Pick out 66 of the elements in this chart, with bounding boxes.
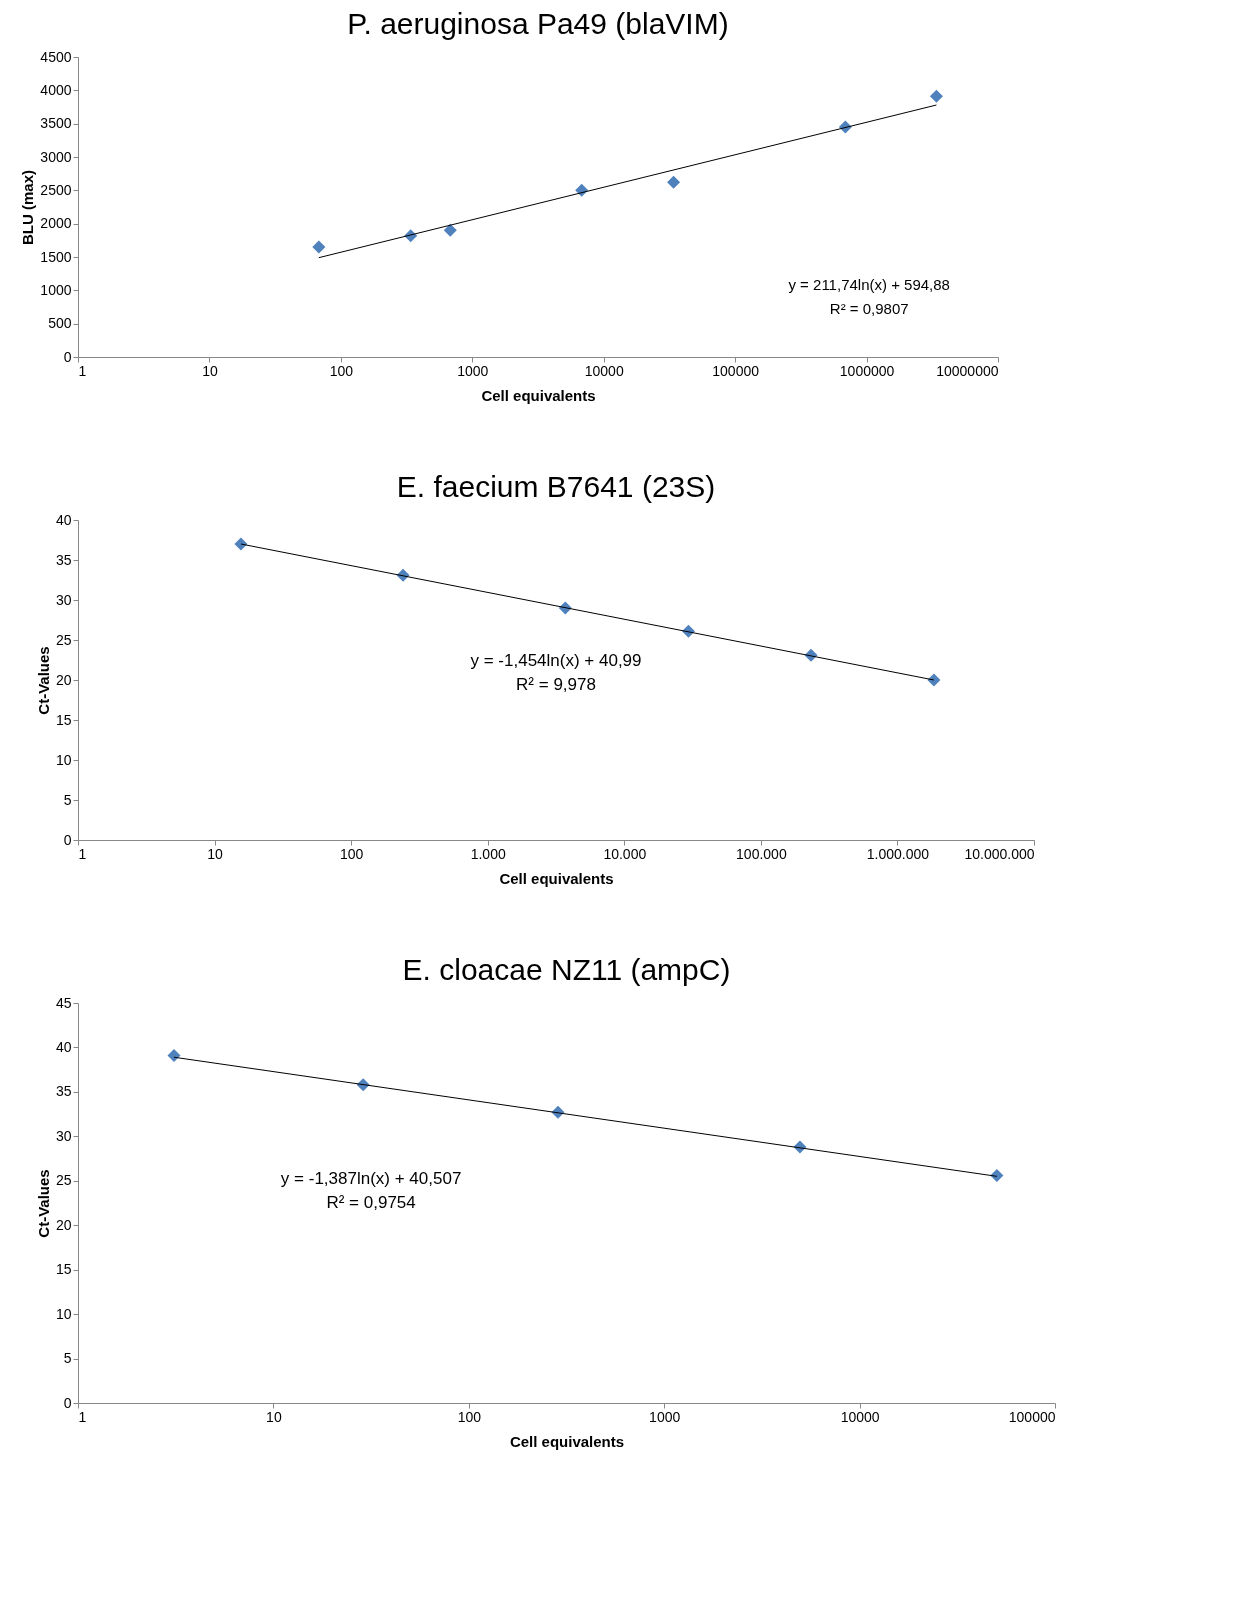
annotation: R² = 0,9754 <box>326 1193 416 1212</box>
x-axis-title: Cell equivalents <box>481 386 596 404</box>
chart-title: E. cloacae NZ11 (ampC) <box>402 953 731 986</box>
annotation: R² = 0,9807 <box>829 300 909 317</box>
y-tick-label: 500 <box>48 315 72 332</box>
x-tick-label: 1000 <box>457 362 489 379</box>
y-tick-label: 35 <box>55 551 72 568</box>
x-tick-label: 100 <box>339 845 364 862</box>
chart-title: P. aeruginosa Pa49 (blaVIM) <box>347 7 729 40</box>
y-tick-label: 0 <box>63 831 72 848</box>
x-tick-label: 1 <box>78 845 87 862</box>
y-tick-label: 2500 <box>40 181 72 198</box>
x-tick-label: 10 <box>207 845 224 862</box>
x-tick-label: 1 <box>78 362 87 379</box>
y-tick-label: 35 <box>55 1083 72 1100</box>
y-tick-label: 3000 <box>40 148 72 165</box>
y-tick-label: 25 <box>55 631 72 648</box>
x-tick-label: 100 <box>457 1408 482 1425</box>
x-tick-label: 1000000 <box>839 362 895 379</box>
y-tick-label: 20 <box>55 1216 72 1233</box>
y-axis-title: BLU (max) <box>19 169 37 246</box>
y-tick-label: 15 <box>55 711 72 728</box>
x-tick-label: 10000 <box>840 1408 880 1425</box>
y-tick-label: 4500 <box>40 48 72 65</box>
y-axis-title: Ct-Values <box>34 1169 52 1238</box>
x-axis-title: Cell equivalents <box>509 1432 625 1450</box>
y-tick-label: 15 <box>55 1261 72 1278</box>
y-tick-label: 4000 <box>40 81 72 98</box>
y-tick-label: 5 <box>63 1350 72 1367</box>
y-tick-label: 3500 <box>40 115 72 132</box>
y-tick-label: 10 <box>55 1305 72 1322</box>
y-tick-label: 45 <box>55 994 72 1011</box>
y-tick-label: 30 <box>55 1127 72 1144</box>
chart-title: E. faecium B7641 (23S) <box>396 470 716 503</box>
y-tick-label: 10 <box>55 751 72 768</box>
y-tick-label: 1500 <box>40 248 72 265</box>
x-tick-label: 100 <box>329 362 354 379</box>
y-tick-label: 40 <box>55 511 72 528</box>
y-tick-label: 0 <box>63 348 72 365</box>
annotation: y = -1,387ln(x) + 40,507 <box>280 1169 462 1188</box>
y-tick-label: 2000 <box>40 215 72 232</box>
annotation: y = -1,454ln(x) + 40,99 <box>470 650 642 670</box>
x-tick-label: 10 <box>202 362 218 379</box>
y-tick-label: 30 <box>55 591 72 608</box>
x-tick-label: 10.000.000 <box>964 845 1035 862</box>
x-tick-label: 100.000 <box>736 845 787 862</box>
x-tick-label: 10000 <box>584 362 624 379</box>
x-tick-label: 1000 <box>649 1408 681 1425</box>
x-tick-label: 1 <box>78 1408 87 1425</box>
x-tick-label: 100000 <box>712 362 760 379</box>
annotation: R² = 9,978 <box>516 674 596 694</box>
y-tick-label: 0 <box>63 1394 72 1411</box>
x-tick-label: 100000 <box>1008 1408 1056 1425</box>
x-tick-label: 1.000 <box>470 845 506 862</box>
y-tick-label: 20 <box>55 671 72 688</box>
y-tick-label: 1000 <box>40 281 72 298</box>
x-tick-label: 1.000.000 <box>866 845 930 862</box>
annotation: y = 211,74ln(x) + 594,88 <box>788 276 950 293</box>
y-tick-label: 5 <box>63 791 72 808</box>
x-axis-title: Cell equivalents <box>499 869 614 887</box>
x-tick-label: 10.000 <box>603 845 647 862</box>
y-tick-label: 40 <box>55 1038 72 1055</box>
y-tick-label: 25 <box>55 1172 72 1189</box>
x-tick-label: 10000000 <box>936 362 999 379</box>
x-tick-label: 10 <box>266 1408 282 1425</box>
y-axis-title: Ct-Values <box>34 646 52 715</box>
